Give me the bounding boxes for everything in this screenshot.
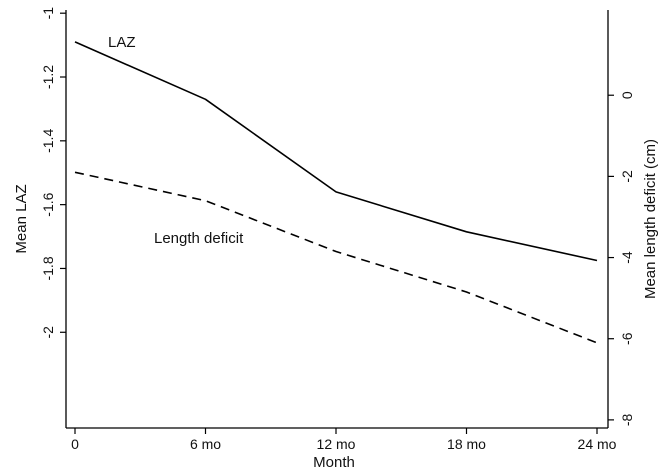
y-right-tick-label-1: -2 <box>619 170 635 183</box>
x-tick-label-12-mo: 12 mo <box>317 436 356 452</box>
y-left-tick-label-2: -1.4 <box>40 129 56 153</box>
series-label-length-deficit: Length deficit <box>154 230 244 247</box>
y-ticks-right: 0 -2 -4 -6 -8 <box>608 91 635 426</box>
y-left-tick-label-3: -1.6 <box>40 192 56 216</box>
x-tick-label-24-mo: 24 mo <box>578 436 617 452</box>
y-left-tick-label-4: -1.8 <box>40 256 56 280</box>
x-tick-label-18-mo: 18 mo <box>447 436 486 452</box>
x-axis-title: Month <box>313 454 355 470</box>
y-right-tick-label-3: -6 <box>619 332 635 345</box>
y-ticks-left: -1 -1.2 -1.4 -1.6 -1.8 -2 <box>40 7 66 339</box>
y-left-tick-label-5: -2 <box>40 326 56 339</box>
x-tick-label-6-mo: 6 mo <box>190 436 221 452</box>
series-line-laz <box>74 41 598 262</box>
y-right-tick-label-2: -4 <box>619 251 635 264</box>
series-label-laz: LAZ <box>108 34 136 51</box>
y-left-tick-label-0: -1 <box>40 7 56 20</box>
series-layer <box>74 41 598 344</box>
y-left-tick-label-1: -1.2 <box>40 65 56 89</box>
y-right-tick-label-0: 0 <box>619 91 635 99</box>
x-tick-label-0: 0 <box>71 436 79 452</box>
x-ticks: 0 6 mo 12 mo 18 mo 24 mo <box>71 428 617 452</box>
y-right-tick-label-4: -8 <box>619 413 635 426</box>
y-axis-right-title: Mean length deficit (cm) <box>642 139 659 299</box>
series-line-length-deficit <box>74 171 598 344</box>
axes <box>65 10 609 429</box>
y-axis-left-title: Mean LAZ <box>13 184 30 253</box>
